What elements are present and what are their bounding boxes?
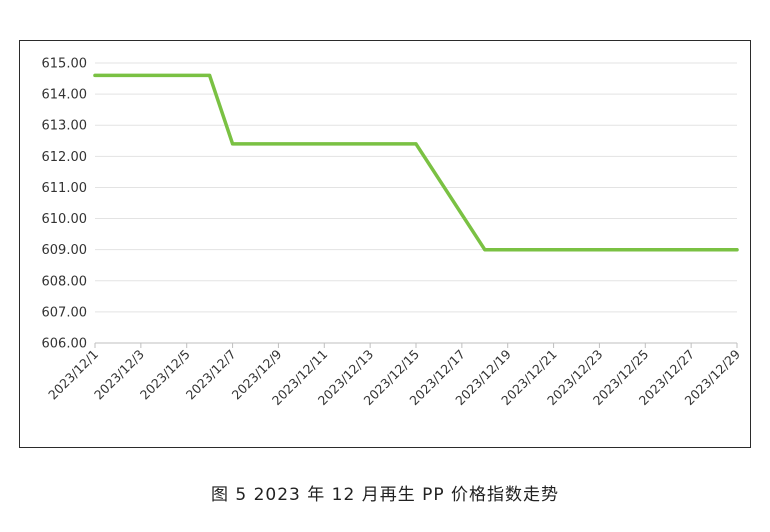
y-tick-label: 607.00 — [42, 305, 88, 320]
figure-caption: 图 5 2023 年 12 月再生 PP 价格指数走势 — [210, 485, 560, 505]
series-point — [93, 73, 97, 78]
price-index-line-chart: 606.00 607.00 608.00 609.00 610.00 611.00 612.… — [42, 57, 744, 409]
series-point — [208, 73, 212, 78]
series-point — [483, 248, 487, 252]
y-tick-label: 612.00 — [42, 150, 88, 165]
y-tick-label: 606.00 — [42, 337, 88, 352]
y-tick-label: 611.00 — [42, 181, 88, 196]
chart-frame: 606.00 607.00 608.00 609.00 610.00 611.00 612.… — [19, 40, 751, 448]
y-tick-label: 608.00 — [42, 274, 88, 289]
y-tick-label: 610.00 — [42, 212, 88, 227]
series-point — [230, 142, 235, 146]
series-point — [735, 248, 739, 252]
y-tick-label: 614.00 — [42, 88, 88, 103]
series-point — [414, 142, 418, 146]
y-tick-label: 609.00 — [42, 243, 88, 258]
series-line — [93, 73, 739, 252]
y-tick-label: 615.00 — [42, 57, 88, 72]
y-tick-label: 613.00 — [42, 119, 88, 134]
